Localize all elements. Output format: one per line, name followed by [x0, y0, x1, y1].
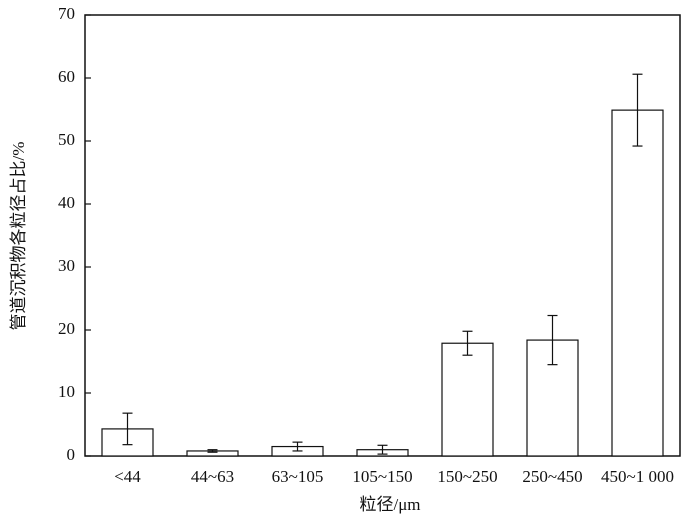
x-tick-label: <44: [114, 467, 141, 486]
x-tick-label: 105~150: [352, 467, 412, 486]
y-tick-label: 20: [58, 319, 75, 338]
x-axis-label: 粒径/μm: [359, 495, 420, 514]
y-tick-label: 50: [58, 130, 75, 149]
y-tick-label: 40: [58, 193, 75, 212]
plot-frame: [84, 14, 681, 457]
y-tick-label: 10: [58, 382, 75, 401]
y-tick-label: 30: [58, 256, 75, 275]
x-tick-label: 250~450: [522, 467, 582, 486]
x-tick-label: 450~1 000: [601, 467, 674, 486]
y-tick-label: 60: [58, 67, 75, 86]
x-tick-label: 150~250: [437, 467, 497, 486]
y-tick-label: 0: [67, 445, 76, 464]
y-tick-label: 70: [58, 4, 75, 23]
bar: [611, 109, 664, 457]
y-axis-label: 管道沉积物各粒径占比/%: [9, 142, 28, 331]
x-tick-label: 44~63: [191, 467, 234, 486]
x-tick-label: 63~105: [272, 467, 324, 486]
bar: [441, 342, 494, 457]
